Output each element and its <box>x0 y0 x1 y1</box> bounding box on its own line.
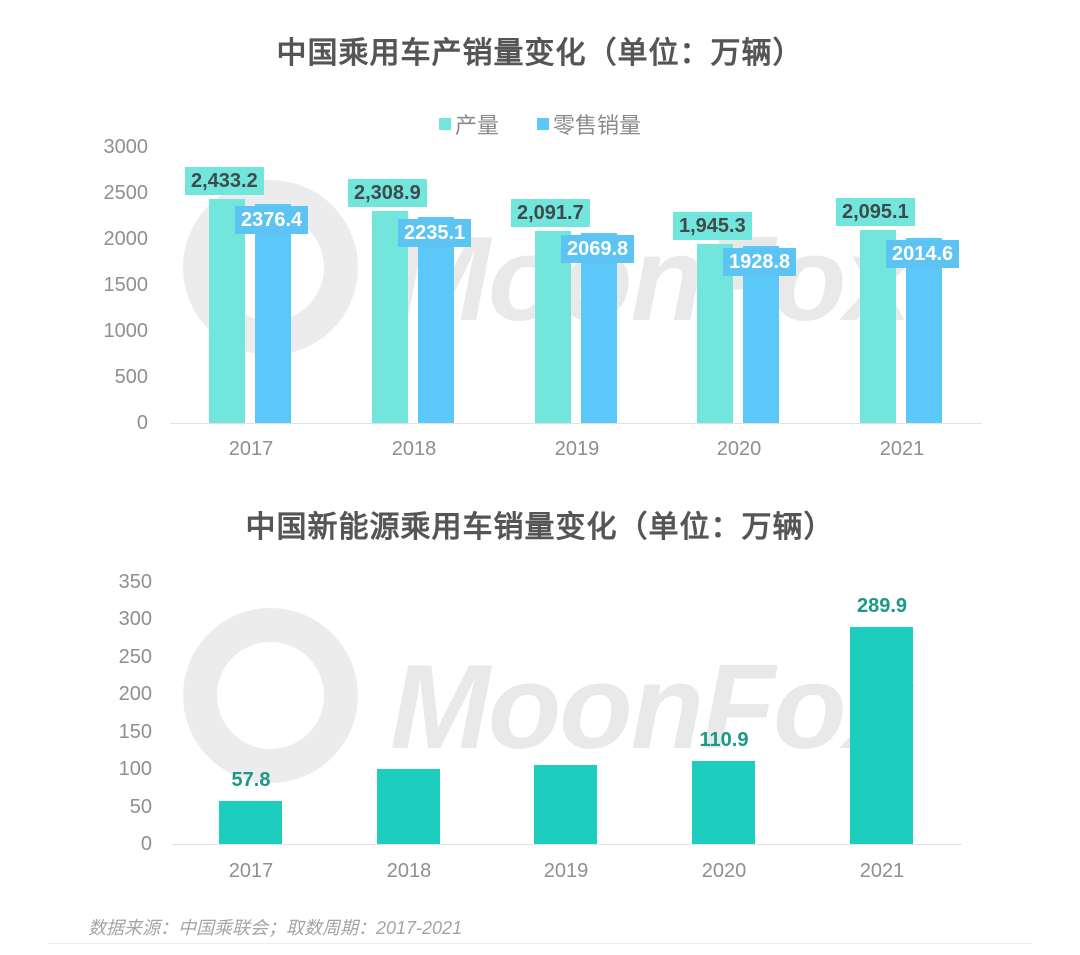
bar-nev-sales <box>692 760 755 844</box>
y-axis-tick: 250 <box>118 645 152 668</box>
bar-retail-sales <box>255 204 291 423</box>
x-axis-tick: 2020 <box>701 860 747 882</box>
bar-nev-sales <box>219 800 282 844</box>
bar-retail-sales <box>418 217 454 423</box>
y-axis-tick: 1000 <box>103 320 149 342</box>
data-label-retail-sales: 2376.4 <box>235 206 309 235</box>
y-axis-tick: 1500 <box>103 274 149 296</box>
x-axis-tick: 2020 <box>716 438 762 460</box>
legend-label-production: 产量 <box>454 113 499 138</box>
legend-item-production: 产量 <box>438 108 499 140</box>
y-axis-tick: 0 <box>136 412 148 434</box>
data-label-nev-sales: 289.9 <box>856 594 908 617</box>
x-axis-tick: 2019 <box>554 438 600 460</box>
y-axis-tick: 2000 <box>103 228 149 250</box>
chart2-title: 中国新能源乘用车销量变化（单位：万辆） <box>245 511 835 544</box>
bar-nev-sales <box>534 765 597 844</box>
moonfox-watermark-logo-icon-2 <box>183 608 358 783</box>
data-label-production: 2,308.9 <box>348 178 427 207</box>
data-label-retail-sales: 2235.1 <box>398 219 472 248</box>
legend-item-retail-sales: 零售销量 <box>537 108 641 140</box>
data-source-note: 数据来源：中国乘联会；取数周期：2017-2021 <box>88 918 463 938</box>
x-axis-line <box>170 423 982 424</box>
chart1-legend: 产量 零售销量 <box>0 108 1080 140</box>
y-axis-tick: 200 <box>118 683 152 706</box>
x-axis-tick: 2021 <box>879 438 925 460</box>
legend-swatch-production <box>438 118 451 130</box>
data-label-retail-sales: 1928.8 <box>723 247 797 276</box>
x-axis-tick: 2017 <box>228 438 274 460</box>
x-axis-line <box>172 844 962 845</box>
x-axis-tick: 2018 <box>386 860 432 882</box>
data-label-production: 1,945.3 <box>673 212 752 241</box>
bar-retail-sales <box>906 237 942 423</box>
y-axis-tick: 500 <box>114 366 148 388</box>
x-axis-tick: 2019 <box>543 860 589 882</box>
bar-nev-sales <box>377 769 440 844</box>
y-axis-tick: 100 <box>118 758 152 781</box>
data-label-retail-sales: 2014.6 <box>886 239 960 268</box>
y-axis-tick: 300 <box>118 608 152 631</box>
y-axis-tick: 3000 <box>103 136 149 158</box>
footer-divider <box>48 943 1032 944</box>
data-label-retail-sales: 2069.8 <box>561 234 635 263</box>
legend-swatch-retail-sales <box>537 118 549 130</box>
bar-retail-sales <box>581 232 617 423</box>
bar-production <box>209 199 245 423</box>
x-axis-tick: 2021 <box>859 860 905 882</box>
y-axis-tick: 150 <box>118 720 152 743</box>
data-label-nev-sales: 57.8 <box>231 768 271 791</box>
data-label-production: 2,091.7 <box>511 198 590 227</box>
bar-nev-sales <box>850 626 913 844</box>
data-label-production: 2,095.1 <box>836 198 915 227</box>
y-axis-tick: 0 <box>140 833 152 855</box>
x-axis-tick: 2018 <box>391 438 437 460</box>
chart1-title: 中国乘用车产销量变化（单位：万辆） <box>276 37 804 70</box>
bar-production <box>535 230 571 423</box>
data-label-nev-sales: 110.9 <box>699 728 749 751</box>
data-label-production: 2,433.2 <box>185 167 264 196</box>
x-axis-tick: 2017 <box>228 860 274 882</box>
y-axis-tick: 50 <box>129 795 152 818</box>
moonfox-watermark-text-2: MoonFox <box>390 640 911 774</box>
y-axis-tick: 350 <box>118 571 152 593</box>
legend-label-retail-sales: 零售销量 <box>553 113 642 138</box>
y-axis-tick: 2500 <box>103 182 149 204</box>
moonfox-watermark-text: MoonFox <box>390 212 911 346</box>
